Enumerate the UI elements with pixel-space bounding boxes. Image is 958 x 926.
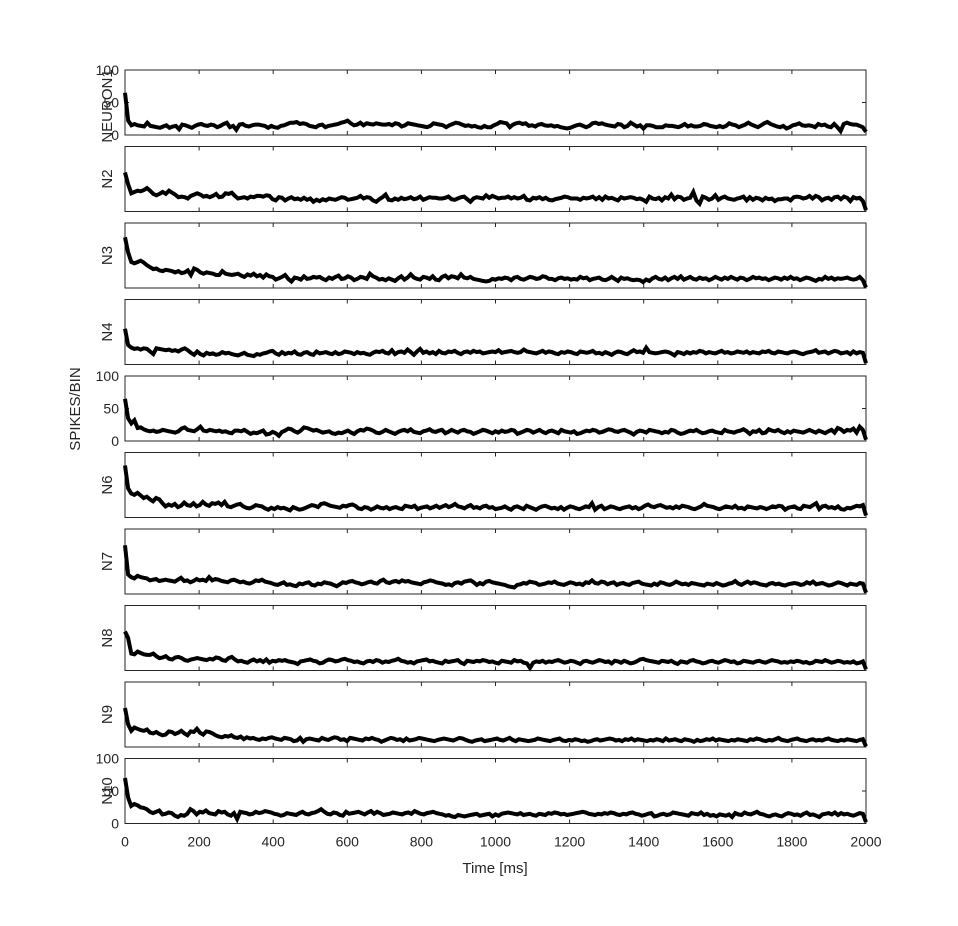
y-tick-label: 100 xyxy=(96,62,120,78)
x-axis: 0 200 400 600 800 1000 1200 1400 1600 1800 2000 xyxy=(121,834,882,850)
panel-label: N3 xyxy=(99,246,116,265)
panel-label: N2 xyxy=(99,169,116,188)
panel-n3: N3 xyxy=(99,222,868,289)
spike-rate-trace xyxy=(123,92,868,135)
x-tick-label: 1600 xyxy=(702,834,733,850)
x-axis-title: Time [ms] xyxy=(462,860,527,877)
panel-label: N9 xyxy=(99,705,116,724)
x-tick-label: 400 xyxy=(262,834,286,850)
panel-frame xyxy=(124,146,867,212)
panel-n5: 0 50 100 xyxy=(96,368,868,449)
spike-rate-trace xyxy=(123,398,868,441)
panel-label: N4 xyxy=(99,322,116,341)
spike-rate-trace xyxy=(123,171,868,211)
spike-rate-trace xyxy=(123,236,868,289)
panel-n7: N7 xyxy=(99,528,868,595)
panel-n9: N9 xyxy=(99,681,868,748)
x-tick-label: 1000 xyxy=(480,834,511,850)
y-tick-label: 100 xyxy=(96,751,120,767)
x-tick-label: 0 xyxy=(121,834,129,850)
panel-n8: N8 xyxy=(99,605,868,672)
spike-rate-trace xyxy=(123,630,868,672)
x-tick-label: 1200 xyxy=(554,834,585,850)
panel-label: N10 xyxy=(99,777,116,805)
y-axis-title: SPIKES/BIN xyxy=(67,367,84,450)
panel-label: N6 xyxy=(99,475,116,494)
spike-rate-trace xyxy=(123,777,868,824)
y-tick-label: 0 xyxy=(111,127,119,143)
x-tick-label: 1400 xyxy=(628,834,659,850)
y-tick-label: 100 xyxy=(96,368,120,384)
x-tick-label: 2000 xyxy=(850,834,881,850)
panel-n2: N2 xyxy=(99,146,868,212)
panel-label: N8 xyxy=(99,628,116,647)
panel-label: NEURON1 xyxy=(99,69,116,142)
y-tick-label: 50 xyxy=(103,401,119,417)
spike-rate-trace xyxy=(123,465,868,517)
x-tick-label: 800 xyxy=(410,834,434,850)
panel-n10: 0 50 100 N10 xyxy=(96,751,868,832)
y-tick-label: 50 xyxy=(103,95,119,111)
spike-rate-trace xyxy=(123,328,868,364)
panel-n6: N6 xyxy=(99,452,868,518)
y-tick-label: 0 xyxy=(111,816,119,832)
spike-rate-trace xyxy=(123,707,868,748)
x-tick-label: 1800 xyxy=(776,834,807,850)
spike-rate-trace xyxy=(123,545,868,594)
panel-label: N7 xyxy=(99,552,116,571)
panels-group: 050100NEURON1N2N3N4050100N6N7N8N9050100N… xyxy=(96,62,868,832)
x-tick-label: 200 xyxy=(187,834,211,850)
y-tick-label: 50 xyxy=(103,783,119,799)
panel-n4: N4 xyxy=(99,299,868,365)
y-tick-label: 0 xyxy=(111,433,119,449)
x-tick-label: 600 xyxy=(336,834,360,850)
